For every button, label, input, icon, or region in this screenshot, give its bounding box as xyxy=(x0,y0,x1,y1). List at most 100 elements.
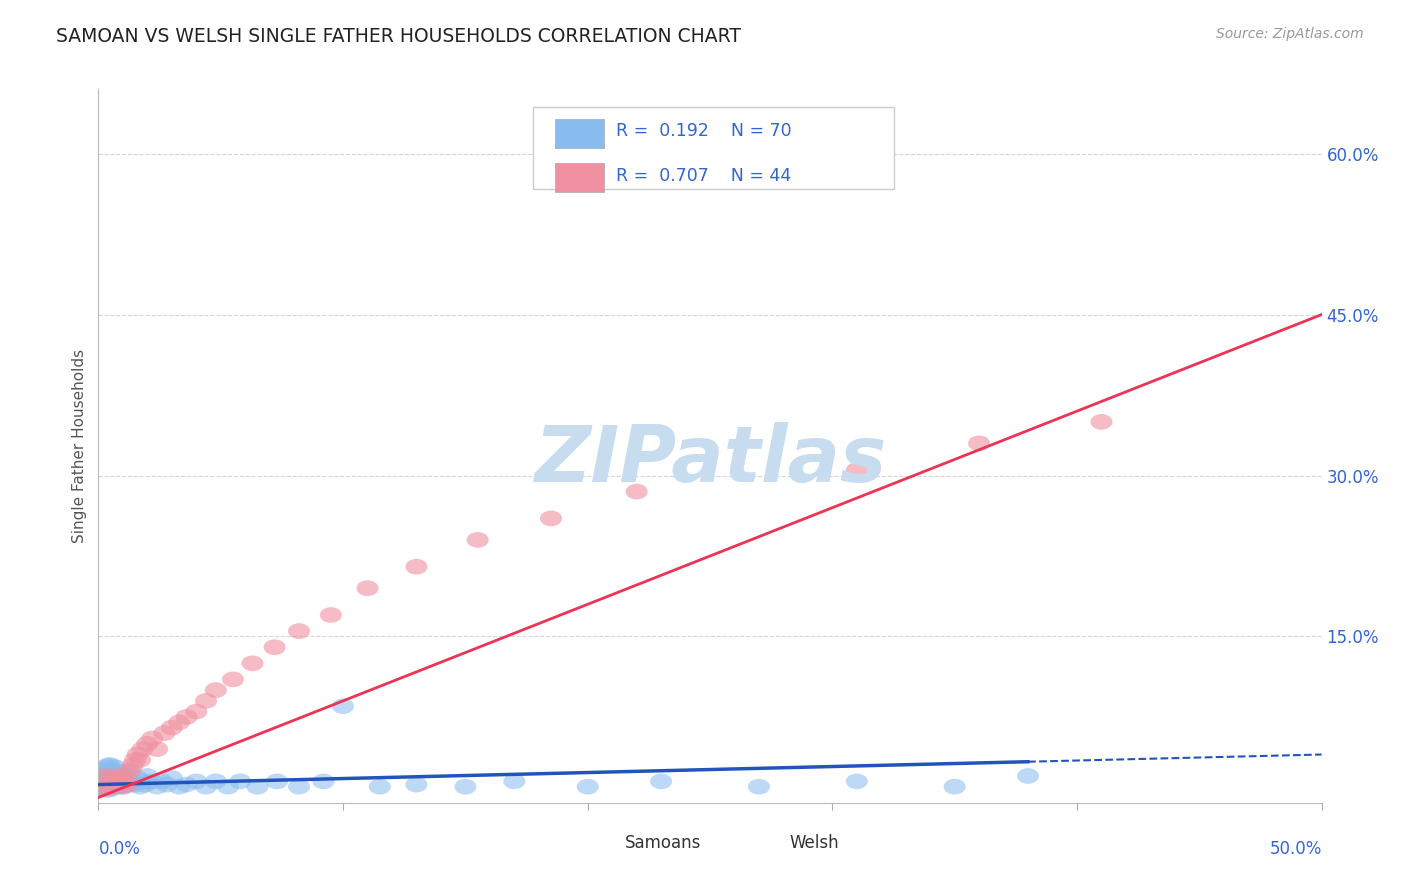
Ellipse shape xyxy=(94,780,117,796)
Ellipse shape xyxy=(103,779,124,795)
Ellipse shape xyxy=(103,772,124,789)
Ellipse shape xyxy=(288,779,311,795)
Ellipse shape xyxy=(97,769,120,785)
Ellipse shape xyxy=(129,779,150,795)
Ellipse shape xyxy=(100,757,122,773)
Text: Welsh: Welsh xyxy=(790,834,839,852)
Ellipse shape xyxy=(117,773,139,789)
Text: R =  0.707    N = 44: R = 0.707 N = 44 xyxy=(616,167,792,185)
Ellipse shape xyxy=(576,779,599,795)
FancyBboxPatch shape xyxy=(555,163,603,192)
Text: Samoans: Samoans xyxy=(624,834,700,852)
Ellipse shape xyxy=(288,624,311,639)
Ellipse shape xyxy=(136,736,159,752)
Ellipse shape xyxy=(90,768,112,784)
Ellipse shape xyxy=(969,435,990,451)
Ellipse shape xyxy=(110,766,131,781)
Ellipse shape xyxy=(454,779,477,795)
Ellipse shape xyxy=(90,773,112,789)
Ellipse shape xyxy=(131,741,153,757)
Ellipse shape xyxy=(103,773,124,789)
Ellipse shape xyxy=(1091,414,1112,430)
Ellipse shape xyxy=(160,771,183,786)
Ellipse shape xyxy=(186,773,207,789)
Ellipse shape xyxy=(90,779,112,795)
Ellipse shape xyxy=(120,763,141,779)
Ellipse shape xyxy=(186,704,207,720)
Ellipse shape xyxy=(90,779,112,795)
Ellipse shape xyxy=(117,777,139,792)
Ellipse shape xyxy=(846,773,868,789)
Ellipse shape xyxy=(93,777,114,792)
Ellipse shape xyxy=(405,777,427,792)
Text: 0.0%: 0.0% xyxy=(98,840,141,858)
Ellipse shape xyxy=(153,725,176,741)
Ellipse shape xyxy=(332,698,354,714)
Ellipse shape xyxy=(107,779,129,795)
Ellipse shape xyxy=(357,581,378,596)
Ellipse shape xyxy=(136,768,159,784)
Ellipse shape xyxy=(205,773,226,789)
Ellipse shape xyxy=(160,720,183,736)
FancyBboxPatch shape xyxy=(555,120,603,148)
Text: 50.0%: 50.0% xyxy=(1270,840,1322,858)
Ellipse shape xyxy=(104,777,127,792)
Ellipse shape xyxy=(263,640,285,655)
Ellipse shape xyxy=(103,763,124,779)
FancyBboxPatch shape xyxy=(747,831,780,855)
Ellipse shape xyxy=(222,672,245,687)
Ellipse shape xyxy=(169,779,190,795)
Ellipse shape xyxy=(107,768,129,784)
FancyBboxPatch shape xyxy=(533,107,893,189)
Ellipse shape xyxy=(266,773,288,789)
Ellipse shape xyxy=(312,773,335,789)
Ellipse shape xyxy=(93,763,114,779)
Ellipse shape xyxy=(122,773,143,789)
Ellipse shape xyxy=(146,741,169,757)
Ellipse shape xyxy=(124,752,146,768)
Ellipse shape xyxy=(100,771,122,786)
Ellipse shape xyxy=(217,779,239,795)
Ellipse shape xyxy=(94,768,117,784)
Ellipse shape xyxy=(112,779,134,795)
Ellipse shape xyxy=(100,766,122,781)
Ellipse shape xyxy=(748,779,770,795)
Ellipse shape xyxy=(176,709,197,725)
Ellipse shape xyxy=(110,773,131,789)
Ellipse shape xyxy=(94,768,117,784)
Ellipse shape xyxy=(93,781,114,797)
Ellipse shape xyxy=(127,747,149,763)
Ellipse shape xyxy=(405,559,427,574)
Ellipse shape xyxy=(943,779,966,795)
Text: ZIPatlas: ZIPatlas xyxy=(534,422,886,499)
Ellipse shape xyxy=(368,779,391,795)
Ellipse shape xyxy=(650,773,672,789)
Text: SAMOAN VS WELSH SINGLE FATHER HOUSEHOLDS CORRELATION CHART: SAMOAN VS WELSH SINGLE FATHER HOUSEHOLDS… xyxy=(56,27,741,45)
Ellipse shape xyxy=(93,771,114,786)
Ellipse shape xyxy=(176,777,197,792)
Ellipse shape xyxy=(107,768,129,784)
Ellipse shape xyxy=(195,693,217,709)
Ellipse shape xyxy=(112,771,134,786)
Ellipse shape xyxy=(97,782,120,797)
Ellipse shape xyxy=(104,779,127,795)
Ellipse shape xyxy=(846,462,868,478)
Ellipse shape xyxy=(104,760,127,775)
Ellipse shape xyxy=(120,777,141,792)
Ellipse shape xyxy=(205,682,226,698)
Ellipse shape xyxy=(110,777,131,792)
Ellipse shape xyxy=(467,532,489,548)
Ellipse shape xyxy=(94,760,117,775)
Ellipse shape xyxy=(104,771,127,786)
Text: Source: ZipAtlas.com: Source: ZipAtlas.com xyxy=(1216,27,1364,41)
Ellipse shape xyxy=(195,779,217,795)
Ellipse shape xyxy=(141,773,163,789)
Ellipse shape xyxy=(114,771,136,786)
Ellipse shape xyxy=(122,757,143,773)
Ellipse shape xyxy=(114,766,136,781)
Ellipse shape xyxy=(1017,768,1039,784)
Ellipse shape xyxy=(94,776,117,791)
Ellipse shape xyxy=(131,773,153,789)
Ellipse shape xyxy=(100,779,122,795)
Text: R =  0.192    N = 70: R = 0.192 N = 70 xyxy=(616,122,792,140)
